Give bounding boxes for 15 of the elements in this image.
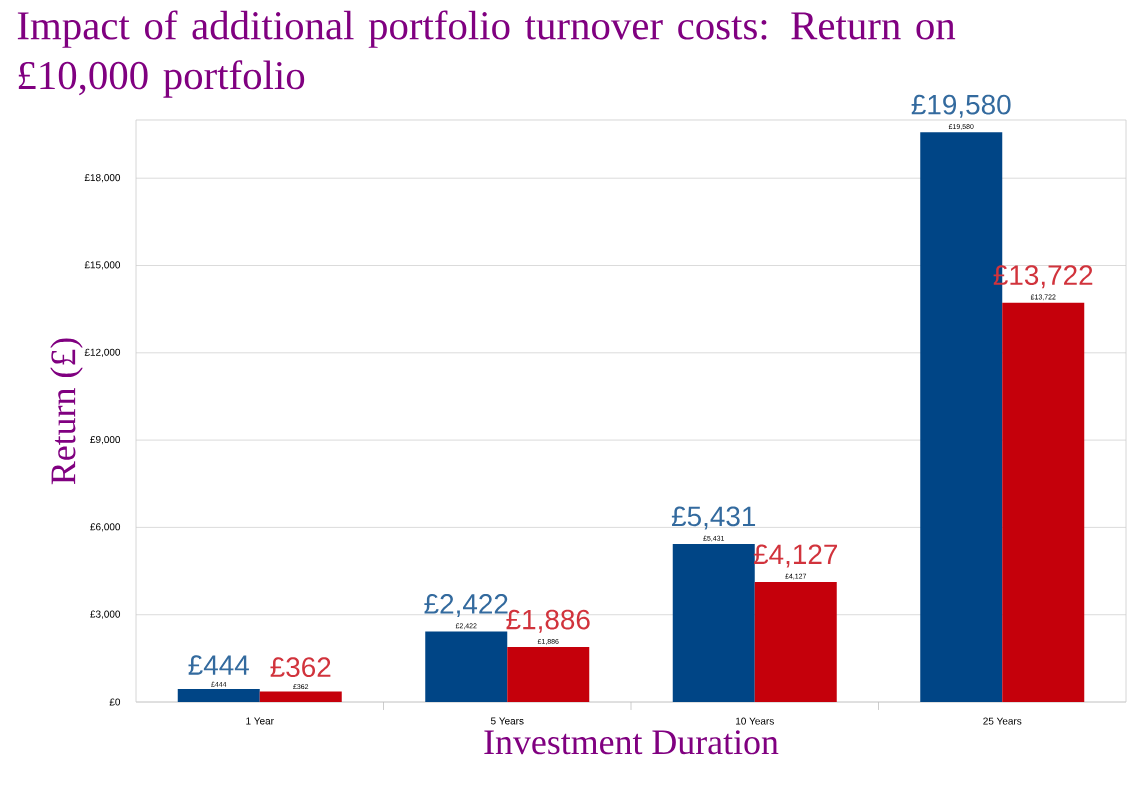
annotation: £19,580 xyxy=(911,94,1011,118)
annotation: £5,431 xyxy=(671,506,756,530)
bar xyxy=(672,543,755,702)
y-axis-title: Return (£) xyxy=(50,338,83,485)
bar xyxy=(259,691,342,702)
annotation: £2,422 xyxy=(424,594,508,618)
bar xyxy=(507,647,590,702)
annotation: £362 xyxy=(270,657,331,678)
bar xyxy=(1002,302,1085,702)
bar xyxy=(177,689,260,702)
bar xyxy=(425,631,508,702)
bar xyxy=(754,581,837,702)
x-axis-title: Investment Duration xyxy=(484,730,779,755)
annotation: £444 xyxy=(188,655,249,675)
annotation: £1,886 xyxy=(506,609,590,633)
